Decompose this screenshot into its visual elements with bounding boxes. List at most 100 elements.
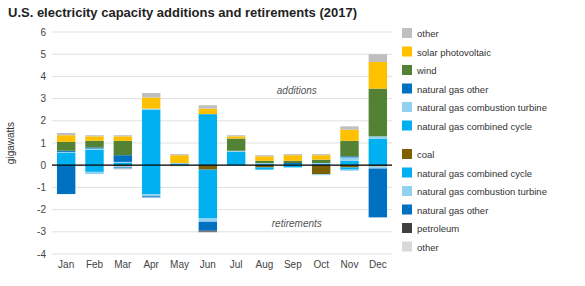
legend: othersolar photovoltaicwindnatural gas o… xyxy=(402,28,547,253)
bar-segment xyxy=(199,165,217,169)
grid-line xyxy=(52,76,392,77)
bar-segment xyxy=(312,154,330,155)
y-tick-label: 2 xyxy=(40,115,46,126)
bar-segment xyxy=(114,169,132,170)
bar-segment xyxy=(284,154,302,155)
bar-segment xyxy=(340,156,358,157)
bar-segment xyxy=(227,135,245,136)
bar-segment xyxy=(312,154,330,155)
bar-segment xyxy=(199,170,217,219)
bar-segment xyxy=(114,162,132,163)
x-tick-label: Sep xyxy=(284,259,302,270)
bar-segment xyxy=(199,109,217,115)
bar-segment xyxy=(85,150,103,166)
y-tick-label: 1 xyxy=(40,138,46,149)
legend-swatch xyxy=(402,223,412,233)
bar-segment xyxy=(57,133,75,134)
bar-segment xyxy=(199,222,217,231)
grid-line xyxy=(52,120,392,121)
bar-segment xyxy=(369,89,387,137)
legend-swatch xyxy=(402,65,412,75)
y-tick-label: -4 xyxy=(37,249,46,260)
bar-segment xyxy=(85,136,103,140)
legend-swatch xyxy=(402,28,412,38)
bar-segment xyxy=(114,141,132,155)
bar-segment xyxy=(255,155,273,156)
x-tick-label: Jun xyxy=(200,259,216,270)
bar-segment xyxy=(312,165,330,174)
grid-line xyxy=(52,187,392,188)
bar-segment xyxy=(85,172,103,174)
bar-segment xyxy=(57,151,75,152)
legend-swatch xyxy=(402,149,412,159)
annotation: additions xyxy=(277,85,317,96)
x-tick-label: Nov xyxy=(341,259,359,270)
bar-segment xyxy=(114,155,132,162)
bar-segment xyxy=(369,54,387,55)
legend-swatch xyxy=(402,84,412,94)
y-tick-label: 0 xyxy=(40,160,46,171)
legend-label: natural gas combined cycle xyxy=(417,168,532,179)
bar-segment xyxy=(57,142,75,151)
grid-line xyxy=(52,231,392,232)
grid-line xyxy=(52,209,392,210)
grid-line xyxy=(52,54,392,55)
legend-label: natural gas combined cycle xyxy=(417,121,532,132)
bar-segment xyxy=(284,154,302,155)
bar-segment xyxy=(114,135,132,136)
bar-segment xyxy=(312,174,330,175)
bar-segment xyxy=(142,110,160,166)
bar-segment xyxy=(57,165,75,194)
bar-segment xyxy=(284,155,302,161)
bar-segment xyxy=(57,133,75,135)
legend-swatch xyxy=(402,205,412,215)
x-tick-label: Dec xyxy=(369,259,387,270)
bar-segment xyxy=(284,154,302,155)
bar-segment xyxy=(57,153,75,165)
bar-segment xyxy=(142,109,160,110)
bar-segment xyxy=(369,139,387,166)
bar-segment xyxy=(284,163,302,164)
bar-segment xyxy=(227,135,245,136)
x-tick-label: Mar xyxy=(114,259,132,270)
legend-swatch xyxy=(402,242,412,252)
zero-line xyxy=(52,165,392,166)
chart: U.S. electricity capacity additions and … xyxy=(0,0,585,286)
bar-segment xyxy=(85,141,103,148)
title: U.S. electricity capacity additions and … xyxy=(8,5,357,20)
legend-swatch xyxy=(402,102,412,112)
bar-segment xyxy=(142,93,160,94)
y-tick-label: -1 xyxy=(37,182,46,193)
bar-segment xyxy=(85,135,103,136)
bar-segment xyxy=(170,154,188,155)
bar-segment xyxy=(312,155,330,159)
bar-segment xyxy=(369,169,387,218)
bar-segment xyxy=(170,154,188,155)
legend-swatch xyxy=(402,186,412,196)
bar-segment xyxy=(227,136,245,138)
y-tick-label: 3 xyxy=(40,93,46,104)
bar-segment xyxy=(340,157,358,160)
grid-line xyxy=(52,165,392,166)
x-tick-label: May xyxy=(170,259,189,270)
bar-segment xyxy=(312,154,330,155)
bar-segment xyxy=(170,154,188,155)
bar-segment xyxy=(255,155,273,156)
bar-segment xyxy=(170,154,188,155)
bar-segment xyxy=(85,135,103,136)
bar-segment xyxy=(170,163,188,164)
bar-segment xyxy=(85,147,103,148)
bar-segment xyxy=(85,149,103,150)
bar-segment xyxy=(227,135,245,136)
bar-segment xyxy=(114,135,132,136)
bar-segment xyxy=(57,133,75,134)
bar-segment xyxy=(340,126,358,127)
bar-segment xyxy=(57,133,75,134)
legend-label: natural gas other xyxy=(417,84,488,95)
bar-segment xyxy=(85,135,103,136)
bar-segment xyxy=(312,163,330,164)
bar-segment xyxy=(142,165,160,194)
annotation: retirements xyxy=(272,218,322,229)
bar-segment xyxy=(142,97,160,108)
legend-label: other xyxy=(417,28,439,39)
